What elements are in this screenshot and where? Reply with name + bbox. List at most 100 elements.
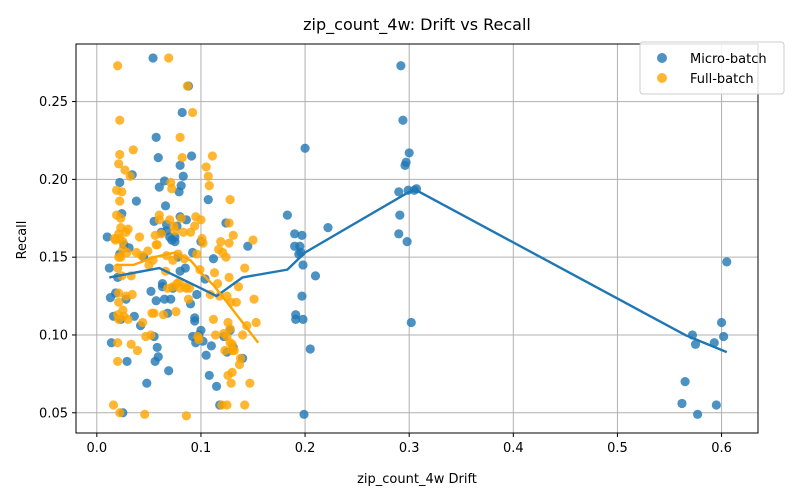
full-batch-point <box>120 165 130 175</box>
micro-batch-point <box>164 366 174 376</box>
full-batch-point <box>115 408 125 418</box>
micro-batch-point <box>690 339 701 349</box>
micro-batch-point <box>680 377 690 387</box>
micro-batch-point <box>175 160 185 170</box>
micro-batch-point <box>176 181 186 191</box>
axis-ticks: 0.0 0.1 0.2 0.3 0.4 0.5 0.6 0.05 0.10 0.15 0.20 0.2… <box>39 95 732 456</box>
full-batch-point <box>216 237 226 247</box>
full-batch-point <box>194 335 204 345</box>
full-batch-point <box>125 171 135 181</box>
micro-batch-point <box>152 342 162 353</box>
micro-batch-point <box>178 171 188 181</box>
micro-batch-point <box>142 378 152 388</box>
full-batch-point <box>204 181 214 191</box>
micro-batch-point <box>677 398 687 409</box>
full-batch-point <box>114 288 124 298</box>
full-batch-point <box>251 317 261 328</box>
full-batch-point <box>117 187 127 197</box>
micro-batch-point <box>298 314 308 325</box>
micro-batch-point <box>402 237 412 247</box>
series-full-batch-points <box>108 53 261 421</box>
micro-batch-point <box>395 210 405 220</box>
full-batch-point <box>128 145 138 155</box>
full-batch-point <box>203 171 213 181</box>
full-batch-trend-line <box>115 251 260 344</box>
full-batch-point <box>207 151 217 161</box>
micro-batch-point <box>151 132 161 142</box>
full-batch-point <box>115 149 125 160</box>
micro-batch-point <box>406 317 416 328</box>
micro-batch-point <box>299 409 309 419</box>
micro-batch-point <box>211 381 222 391</box>
full-batch-point <box>134 232 145 242</box>
full-batch-point <box>176 213 186 223</box>
legend-box <box>639 41 785 95</box>
micro-batch-point <box>201 350 211 360</box>
x-tick-label: 0.4 <box>503 441 524 456</box>
micro-batch-point <box>115 177 125 188</box>
full-batch-point <box>220 345 230 356</box>
micro-batch-point <box>323 223 333 233</box>
full-batch-point <box>196 215 206 225</box>
trend-lines <box>109 189 728 354</box>
micro-batch-point <box>180 263 190 273</box>
full-batch-point <box>201 162 211 172</box>
full-batch-point <box>113 61 123 71</box>
micro-batch-point <box>404 148 414 158</box>
micro-batch-point <box>154 182 164 192</box>
x-axis-label: zip_count_4w Drift <box>357 472 477 487</box>
legend: Micro-batch Full-batch <box>639 41 785 95</box>
micro-batch-point <box>104 263 114 273</box>
micro-batch-point <box>297 230 307 240</box>
full-batch-point <box>152 240 162 250</box>
micro-batch-point <box>186 151 197 161</box>
micro-batch-point <box>102 232 112 242</box>
full-batch-point <box>113 356 123 367</box>
x-tick-label: 0.0 <box>86 441 107 456</box>
full-batch-point <box>114 159 124 169</box>
micro-batch-point <box>300 143 310 153</box>
micro-batch-point <box>206 341 216 351</box>
full-batch-point <box>156 229 166 239</box>
full-batch-point <box>221 252 231 262</box>
full-batch-point <box>143 246 153 256</box>
full-batch-point <box>245 378 255 388</box>
full-batch-point <box>154 210 164 220</box>
micro-batch-point <box>166 294 176 304</box>
full-batch-point <box>182 81 193 91</box>
legend-marker-micro-batch <box>657 53 667 63</box>
full-batch-point <box>118 237 128 247</box>
full-batch-point <box>114 297 124 307</box>
full-batch-point <box>149 308 159 318</box>
legend-label-full-batch: Full-batch <box>690 72 754 87</box>
full-batch-point <box>170 226 180 236</box>
micro-batch-point <box>290 229 300 239</box>
full-batch-point <box>116 213 126 223</box>
plot-frame <box>75 43 759 434</box>
full-batch-point <box>225 195 235 205</box>
full-batch-point <box>181 411 191 421</box>
full-batch-point <box>240 263 250 273</box>
micro-batch-point <box>190 316 200 326</box>
full-batch-point <box>215 291 225 301</box>
micro-batch-point <box>693 409 703 419</box>
micro-batch-point <box>719 331 729 342</box>
full-batch-point <box>226 378 236 388</box>
micro-batch-point <box>151 296 161 306</box>
x-tick-label: 0.3 <box>399 441 420 456</box>
full-batch-point <box>184 283 195 293</box>
full-batch-point <box>123 224 133 234</box>
full-batch-point <box>175 132 185 142</box>
full-batch-point <box>235 353 246 363</box>
full-batch-point <box>123 314 133 325</box>
full-batch-point <box>210 330 221 340</box>
y-tick-label: 0.25 <box>39 95 68 110</box>
y-tick-label: 0.10 <box>39 328 68 343</box>
micro-batch-trend-line <box>109 189 728 354</box>
y-axis-label: Recall <box>15 221 30 260</box>
full-batch-point <box>224 238 234 248</box>
x-tick-label: 0.2 <box>295 441 316 456</box>
micro-batch-point <box>122 356 132 367</box>
full-batch-point <box>198 238 208 248</box>
micro-batch-point <box>204 370 214 381</box>
